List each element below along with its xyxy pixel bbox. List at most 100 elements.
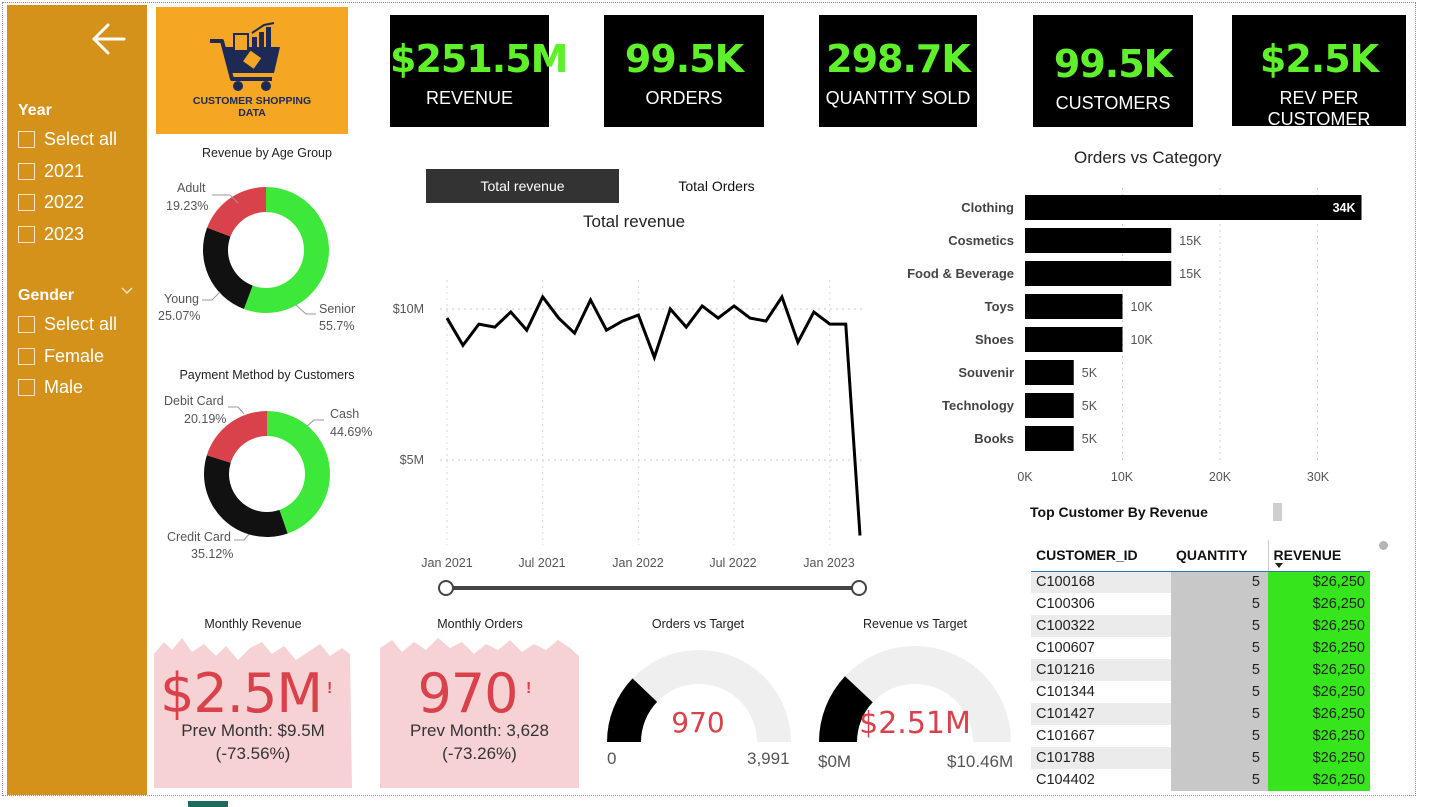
payment-slice-credit-card[interactable] xyxy=(204,455,288,537)
tab-total-revenue[interactable]: Total revenue xyxy=(426,169,619,203)
sort-descending-icon[interactable] xyxy=(1274,562,1283,568)
gender-option-select-all[interactable]: Select all xyxy=(18,312,117,336)
category-bar-chart[interactable]: 0K 10K 20K 30K Clothing 34K Cosmetics 15K Fo… xyxy=(880,180,1380,490)
bar-souvenir[interactable] xyxy=(1025,360,1074,385)
label-name: Adult xyxy=(177,181,206,195)
column-header-quantity[interactable]: QUANTITY xyxy=(1171,540,1268,572)
bar-category-label: Souvenir xyxy=(958,365,1014,380)
year-option-select-all[interactable]: Select all xyxy=(18,127,117,151)
x-tick-label: 0K xyxy=(1017,470,1033,484)
column-header-revenue[interactable]: REVENUE xyxy=(1267,540,1370,572)
pay-label-credit: Credit Card xyxy=(167,530,231,544)
gender-filter-title: Gender xyxy=(18,287,75,304)
payment-slice-cash[interactable] xyxy=(267,411,331,534)
year-option-2022[interactable]: 2022 xyxy=(18,190,84,214)
cell-quantity: 5 xyxy=(1171,593,1268,615)
page-tab-indicator[interactable] xyxy=(188,801,228,807)
bar-clothing[interactable] xyxy=(1025,195,1362,220)
bar-food-beverage[interactable] xyxy=(1025,261,1172,286)
cell-customer-id: C100168 xyxy=(1031,571,1171,593)
revenue-line-chart[interactable]: $10M $5M Jan 2021 Jul 2021 Jan 2022 Jul … xyxy=(380,240,880,580)
filter-sidebar: Year Select all 2021 2022 2023 Gender Se… xyxy=(7,5,147,795)
table-row[interactable]: C104402 5 $26,250 xyxy=(1031,769,1370,791)
slider-handle-end[interactable] xyxy=(851,580,867,596)
date-range-slider[interactable] xyxy=(436,578,870,598)
cell-revenue: $26,250 xyxy=(1268,637,1370,659)
age-donut-chart[interactable] xyxy=(200,184,332,316)
bar-shoes[interactable] xyxy=(1025,327,1123,352)
cell-quantity: 5 xyxy=(1171,725,1268,747)
table-row[interactable]: C100607 5 $26,250 xyxy=(1031,637,1370,659)
monthly-orders-card: 970 ! Prev Month: 3,628 (-73.26%) xyxy=(380,636,579,788)
orders-gauge-min: 0 xyxy=(607,749,617,768)
cell-quantity: 5 xyxy=(1171,703,1268,725)
checkbox[interactable] xyxy=(18,130,35,148)
table-row[interactable]: C100306 5 $26,250 xyxy=(1031,593,1370,615)
cell-customer-id: C104402 xyxy=(1031,769,1171,791)
bar-technology[interactable] xyxy=(1025,393,1074,418)
orders-gauge-fill xyxy=(607,678,658,742)
table-row[interactable]: C101427 5 $26,250 xyxy=(1031,703,1370,725)
age-slice-senior[interactable] xyxy=(243,187,329,313)
kpi-label: CUSTOMERS xyxy=(1055,93,1171,113)
back-arrow-icon[interactable] xyxy=(89,19,129,59)
column-header-customer-id[interactable]: CUSTOMER_ID xyxy=(1031,540,1171,572)
year-option-2023[interactable]: 2023 xyxy=(18,222,84,246)
bar-toys[interactable] xyxy=(1025,294,1123,319)
table-row[interactable]: C101344 5 $26,250 xyxy=(1031,681,1370,703)
table-row[interactable]: C100168 5 $26,250 xyxy=(1031,571,1370,593)
gender-option-female[interactable]: Female xyxy=(18,344,104,368)
revenue-line[interactable] xyxy=(445,293,862,536)
cell-revenue: $26,250 xyxy=(1268,571,1370,593)
scrollbar-handle[interactable] xyxy=(1273,503,1282,521)
kpi-value: $2.5K xyxy=(1259,37,1379,81)
option-label: 2022 xyxy=(44,191,85,212)
revenue-gauge-fill xyxy=(819,676,873,742)
payment-donut-chart[interactable] xyxy=(202,409,332,539)
kpi-label: QUANTITY SOLD xyxy=(825,88,971,108)
cell-revenue: $26,250 xyxy=(1268,593,1370,615)
revenue-target-gauge[interactable] xyxy=(817,642,1013,746)
bar-books[interactable] xyxy=(1025,426,1074,451)
cell-quantity: 5 xyxy=(1171,615,1268,637)
table-row[interactable]: C101216 5 $26,250 xyxy=(1031,659,1370,681)
age-slice-young[interactable] xyxy=(202,227,253,310)
chevron-down-icon[interactable] xyxy=(120,286,134,296)
age-label-adult: Adult xyxy=(177,180,206,197)
bar-cosmetics[interactable] xyxy=(1025,228,1172,253)
checkbox[interactable] xyxy=(18,315,35,333)
checkbox[interactable] xyxy=(18,378,35,396)
orders-target-gauge[interactable] xyxy=(603,642,795,746)
age-slice-adult[interactable] xyxy=(207,187,266,237)
checkbox[interactable] xyxy=(18,162,35,180)
more-options-dot[interactable] xyxy=(1379,541,1388,550)
checkbox[interactable] xyxy=(18,193,35,211)
cell-customer-id: C100306 xyxy=(1031,593,1171,615)
orders-gauge-track xyxy=(607,650,791,742)
monthly-revenue-value: $2.5M xyxy=(160,662,323,725)
tab-total-orders[interactable]: Total Orders xyxy=(620,169,813,203)
table-row[interactable]: C100322 5 $26,250 xyxy=(1031,615,1370,637)
age-label-young: Young xyxy=(164,292,199,306)
checkbox[interactable] xyxy=(18,347,35,365)
warning-icon: ! xyxy=(327,680,333,697)
payment-slice-debit-card[interactable] xyxy=(206,411,267,463)
bar-category-label: Books xyxy=(974,431,1014,446)
kpi-quantity-card: 298.7K QUANTITY SOLD xyxy=(819,15,977,127)
cell-customer-id: C100607 xyxy=(1031,637,1171,659)
gender-option-male[interactable]: Male xyxy=(18,375,83,399)
checkbox[interactable] xyxy=(18,225,35,243)
x-tick-label: Jul 2022 xyxy=(709,556,756,570)
table-row[interactable]: C101667 5 $26,250 xyxy=(1031,725,1370,747)
kpi-value: 99.5K xyxy=(624,37,744,81)
table-row[interactable]: C101788 5 $26,250 xyxy=(1031,747,1370,769)
year-option-2021[interactable]: 2021 xyxy=(18,159,84,183)
option-label: 2021 xyxy=(44,160,85,181)
slider-handle-start[interactable] xyxy=(438,580,454,596)
cell-quantity: 5 xyxy=(1171,571,1268,593)
torn-card-bg xyxy=(380,638,579,788)
cell-quantity: 5 xyxy=(1171,659,1268,681)
logo-title-line1: CUSTOMER SHOPPING xyxy=(192,95,312,107)
bar-value-label: 5K xyxy=(1082,432,1098,446)
option-label: Male xyxy=(44,376,84,397)
